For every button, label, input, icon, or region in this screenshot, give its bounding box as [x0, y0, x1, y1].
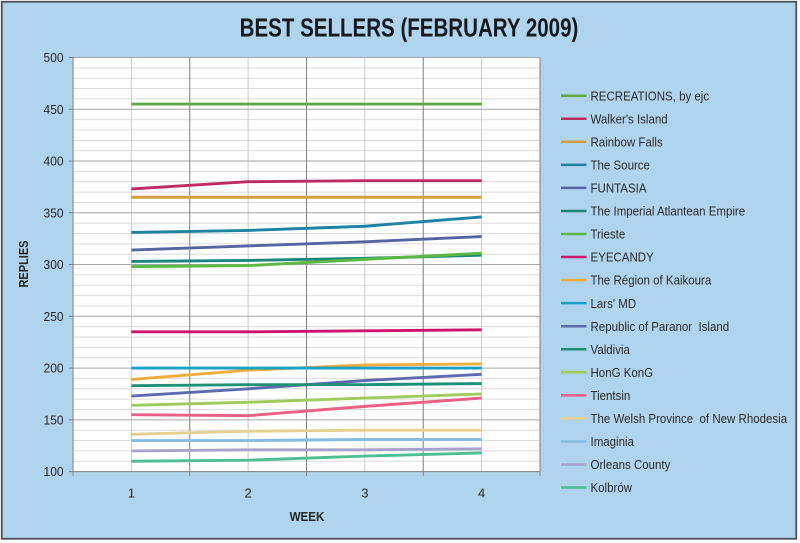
svg-text:4: 4 — [478, 486, 485, 501]
svg-text:Rainbow Falls: Rainbow Falls — [591, 135, 663, 150]
svg-text:Trieste: Trieste — [591, 227, 626, 242]
svg-text:WEEK: WEEK — [290, 510, 325, 524]
svg-text:400: 400 — [44, 154, 64, 169]
svg-text:The Source: The Source — [591, 158, 651, 173]
svg-text:The Imperial Atlantean Empire: The Imperial Atlantean Empire — [591, 204, 746, 219]
svg-text:1: 1 — [128, 486, 135, 501]
svg-text:300: 300 — [44, 258, 64, 273]
svg-text:350: 350 — [44, 206, 64, 221]
svg-text:The Région of Kaikoura: The Région of Kaikoura — [591, 273, 712, 288]
svg-text:BEST SELLERS (FEBRUARY 2009): BEST SELLERS (FEBRUARY 2009) — [240, 13, 579, 42]
svg-text:RECREATIONS, by ejc: RECREATIONS, by ejc — [591, 89, 710, 104]
svg-text:HonG KonG: HonG KonG — [591, 365, 654, 380]
svg-text:450: 450 — [44, 102, 64, 117]
svg-text:Valdivia: Valdivia — [591, 342, 631, 357]
svg-text:200: 200 — [44, 361, 64, 376]
svg-text:3: 3 — [361, 486, 368, 501]
svg-text:REPLIES: REPLIES — [18, 240, 32, 287]
svg-text:EYECANDY: EYECANDY — [591, 250, 654, 265]
svg-text:100: 100 — [44, 465, 64, 480]
svg-text:The Welsh Province of New Rho: The Welsh Province of New Rhodesia — [591, 411, 788, 426]
svg-text:150: 150 — [44, 413, 64, 428]
svg-text:Walker's Island: Walker's Island — [591, 112, 668, 127]
svg-text:2: 2 — [245, 486, 252, 501]
svg-text:250: 250 — [44, 309, 64, 324]
svg-text:FUNTASIA: FUNTASIA — [591, 181, 648, 196]
svg-text:Imaginia: Imaginia — [591, 434, 635, 449]
svg-text:Tientsin: Tientsin — [591, 388, 631, 403]
svg-text:Orleans County: Orleans County — [591, 457, 672, 472]
svg-text:500: 500 — [44, 51, 64, 66]
svg-text:Republic of Paranor Island: Republic of Paranor Island — [591, 319, 730, 334]
svg-text:Lars' MD: Lars' MD — [591, 296, 637, 311]
svg-text:Kolbrów: Kolbrów — [591, 481, 633, 496]
